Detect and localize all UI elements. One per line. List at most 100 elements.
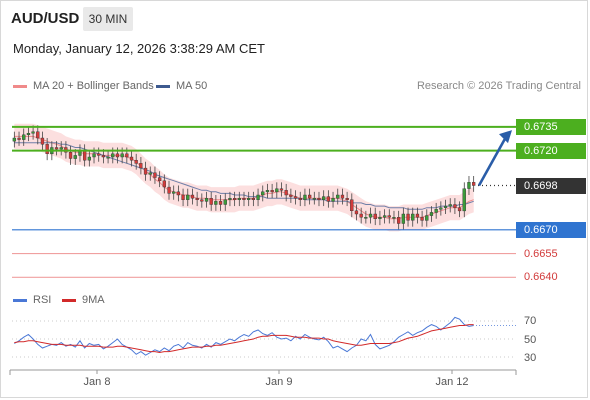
candle-body bbox=[153, 172, 157, 178]
arrow-head-icon bbox=[499, 130, 512, 144]
candle-body bbox=[279, 188, 284, 191]
candle-body bbox=[397, 216, 401, 224]
rsi-line bbox=[14, 316, 474, 356]
x-axis bbox=[9, 369, 517, 375]
x-tick-jan12: Jan 12 bbox=[435, 376, 469, 388]
candle-body bbox=[171, 191, 176, 194]
candle-body bbox=[120, 153, 124, 158]
candle-body bbox=[26, 132, 31, 135]
candle-body bbox=[308, 194, 312, 199]
candle-body bbox=[246, 197, 251, 200]
candle-body bbox=[82, 150, 87, 161]
level-label-support: 0.6655 bbox=[524, 247, 558, 260]
candle-body bbox=[383, 215, 387, 218]
candle-body bbox=[251, 197, 255, 200]
candle-body bbox=[322, 196, 326, 201]
rsi-swatch bbox=[13, 298, 27, 302]
ma20-swatch bbox=[13, 84, 27, 88]
candle-body bbox=[467, 182, 471, 189]
candle-body bbox=[312, 197, 316, 200]
candle-body bbox=[22, 134, 26, 140]
level-label-pivot: 0.6670 bbox=[516, 221, 586, 238]
candle-body bbox=[270, 190, 274, 193]
candle-body bbox=[36, 131, 40, 139]
legend-ma50: MA 50 bbox=[156, 80, 207, 92]
candle-body bbox=[429, 212, 434, 216]
candle-body bbox=[345, 197, 349, 200]
candle-body bbox=[439, 207, 443, 210]
candle-body bbox=[223, 199, 227, 205]
candle-body bbox=[265, 190, 270, 193]
rsi-ma-swatch bbox=[62, 298, 76, 302]
candle-body bbox=[97, 153, 101, 156]
timeframe-button[interactable]: 30 MIN bbox=[83, 7, 133, 31]
candle-body bbox=[125, 153, 129, 158]
candle-body bbox=[237, 197, 241, 200]
candle-body bbox=[275, 188, 279, 193]
candle-body bbox=[401, 213, 405, 224]
candle-body bbox=[340, 194, 345, 199]
candle-body bbox=[350, 199, 354, 211]
candle-body bbox=[373, 213, 377, 220]
candle-body bbox=[387, 215, 391, 218]
candle-body bbox=[303, 194, 307, 200]
rsi-tick-70: 70 bbox=[524, 315, 537, 327]
candle-body bbox=[256, 194, 260, 200]
candle-body bbox=[181, 194, 185, 200]
candle-body bbox=[87, 156, 92, 161]
ma50-swatch bbox=[156, 84, 170, 88]
ma20-legend-label: MA 20 + Bollinger Bands bbox=[33, 80, 154, 92]
candle-body bbox=[59, 147, 63, 150]
candle-body bbox=[54, 147, 59, 150]
candle-body bbox=[406, 213, 410, 221]
candle-body bbox=[167, 186, 171, 194]
candle-body bbox=[101, 155, 106, 158]
candle-body bbox=[139, 163, 143, 169]
candle-body bbox=[284, 190, 288, 196]
candle-body bbox=[317, 197, 321, 200]
candle-body bbox=[129, 156, 134, 161]
candle-body bbox=[209, 197, 213, 205]
ma50-legend-label: MA 50 bbox=[176, 80, 208, 92]
candle-body bbox=[336, 194, 340, 199]
candle-body bbox=[106, 156, 110, 159]
candle-body bbox=[45, 144, 49, 155]
candle-body bbox=[359, 213, 363, 218]
candle-body bbox=[12, 137, 16, 142]
candle-body bbox=[232, 197, 237, 200]
candle-body bbox=[462, 188, 466, 212]
rsi-ma-line bbox=[14, 324, 474, 354]
candle-body bbox=[228, 197, 232, 200]
candle-body bbox=[331, 197, 335, 202]
candle-body bbox=[195, 197, 199, 200]
candle-body bbox=[157, 177, 162, 182]
candle-body bbox=[457, 207, 462, 212]
candle-body bbox=[17, 137, 21, 140]
candle-body bbox=[190, 194, 195, 199]
candle-body bbox=[186, 194, 190, 200]
level-label-resistance: 0.6720 bbox=[516, 142, 586, 159]
candle-body bbox=[143, 167, 148, 175]
candle-body bbox=[420, 216, 424, 221]
key-levels bbox=[12, 125, 516, 278]
candle-body bbox=[204, 197, 209, 202]
candle-body bbox=[453, 204, 457, 208]
candle-body bbox=[364, 216, 368, 219]
rsi-ma-legend-label: 9MA bbox=[82, 294, 105, 306]
candle-body bbox=[242, 197, 246, 200]
candle-body bbox=[176, 191, 180, 196]
x-tick-jan8: Jan 8 bbox=[83, 376, 111, 388]
candle-body bbox=[261, 191, 265, 196]
candle-body bbox=[378, 216, 382, 219]
legend-ma20: MA 20 + Bollinger Bands bbox=[13, 80, 154, 92]
candle-body bbox=[425, 215, 429, 221]
candle-body bbox=[293, 196, 298, 199]
rsi-tick-50: 50 bbox=[524, 334, 537, 346]
rsi-tick-30: 30 bbox=[524, 352, 537, 364]
candle-body bbox=[415, 213, 420, 218]
candle-body bbox=[354, 210, 359, 215]
legend-rsi: RSI bbox=[13, 294, 51, 306]
candle-body bbox=[289, 194, 293, 197]
